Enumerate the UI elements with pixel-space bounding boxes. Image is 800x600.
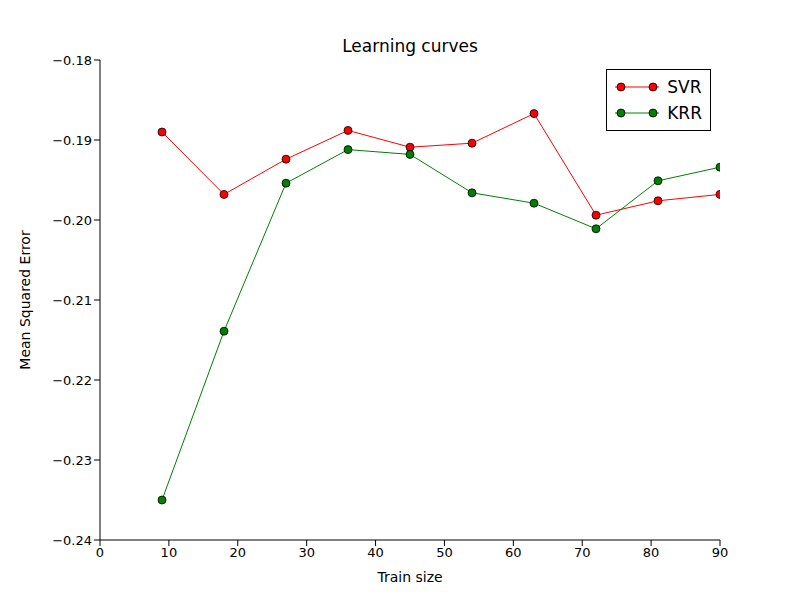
svg-text:80: 80	[643, 545, 660, 560]
svg-text:Train size: Train size	[376, 569, 442, 585]
svg-text:−0.24: −0.24	[52, 533, 92, 548]
svg-text:20: 20	[230, 545, 247, 560]
svg-text:60: 60	[505, 545, 522, 560]
svg-text:90: 90	[712, 545, 729, 560]
svg-text:10: 10	[161, 545, 178, 560]
html-text:Learning curves: Learning curves	[342, 36, 478, 56]
svg-text:50: 50	[436, 545, 453, 560]
html-text:KRR: KRR	[667, 103, 702, 123]
svg-text:40: 40	[367, 545, 384, 560]
svg-text:Mean Squared Error: Mean Squared Error	[17, 230, 33, 370]
svg-text:−0.21: −0.21	[52, 293, 92, 308]
svg-text:0: 0	[96, 545, 104, 560]
svg-text:−0.19: −0.19	[52, 133, 92, 148]
svg-text:−0.23: −0.23	[52, 453, 92, 468]
svg-text:30: 30	[298, 545, 315, 560]
svg-text:70: 70	[574, 545, 591, 560]
html-text:SVR: SVR	[667, 77, 702, 97]
svg-text:−0.20: −0.20	[52, 213, 92, 228]
svg-text:−0.18: −0.18	[52, 53, 92, 68]
svg-text:−0.22: −0.22	[52, 373, 92, 388]
